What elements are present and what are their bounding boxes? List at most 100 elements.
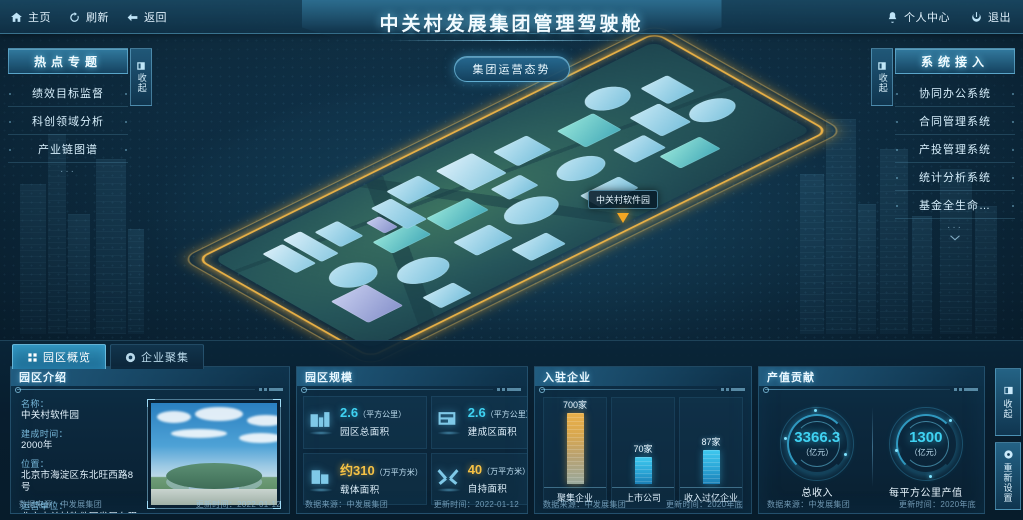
- gauge-dot: [948, 418, 952, 422]
- title-underline: [386, 40, 637, 41]
- bar-value-2: 87家: [701, 437, 721, 447]
- gauge-ring-outer: [780, 406, 855, 481]
- park-intro-value-location: 北京市海淀区东北旺西路8号: [21, 469, 134, 493]
- panel-collapse-icon: [1003, 386, 1013, 395]
- output-value-source: 数据来源：中发展集团: [767, 500, 850, 509]
- system-access-label-3: 统计分析系统: [919, 171, 991, 184]
- resident-enterprises-footer: 数据来源：中发展集团 更新时间：2020年底: [543, 499, 743, 510]
- metric-self-held-value-row: 40（万平方米）: [467, 461, 528, 477]
- bar-column-2[interactable]: 87家 收入过亿企业: [679, 397, 743, 509]
- gauge-dot: [844, 452, 848, 456]
- resident-enterprises-source: 数据来源：中发展集团: [543, 500, 626, 509]
- dashboard-collapse-button[interactable]: 收起: [995, 368, 1021, 436]
- header-title-banner: 中关村发展集团管理驾驶舱: [302, 0, 722, 44]
- park-intro-value-operator: 北京中关村软件园发展有限公司: [21, 512, 141, 514]
- hot-topics-more: ···: [60, 166, 76, 177]
- edge-button-group: 收起 重新设置: [995, 368, 1021, 510]
- system-access-item-3[interactable]: 统计分析系统: [895, 163, 1015, 191]
- map-marker[interactable]: 中关村软件园: [588, 190, 659, 223]
- park-photo-frame[interactable]: [147, 399, 281, 509]
- system-access-item-0[interactable]: 协同办公系统: [895, 79, 1015, 107]
- gauge-ring-outer: [888, 406, 963, 481]
- map-pin-icon: [617, 213, 629, 223]
- metric-carrier-area[interactable]: 约310（万平方米） 载体面积: [303, 452, 427, 505]
- metric-total-area-label: 园区总面积: [340, 427, 390, 439]
- system-access-collapse-label: 收起: [877, 73, 888, 93]
- system-access-title: 系统接入: [895, 48, 1015, 74]
- gauge-dot: [784, 436, 788, 440]
- photo-arena-roof: [166, 463, 262, 489]
- gauge-total-revenue[interactable]: 3366.3 （亿元） 总收入: [763, 396, 872, 509]
- app-header: 主页 刷新 返回 中关村发展集团管理驾驶舱 个人中心 退出: [0, 0, 1023, 41]
- park-intro-title: 园区介绍: [11, 367, 289, 386]
- park-intro-key-built: 建成时间：: [21, 428, 69, 439]
- area-icon: [307, 409, 335, 436]
- output-value-title: 产值贡献: [759, 367, 984, 386]
- hot-topic-item-2[interactable]: 产业链图谱: [8, 135, 128, 163]
- building-icon: [307, 466, 335, 492]
- park-scale-source: 数据来源：中发展集团: [305, 500, 388, 509]
- park-intro-source: 数据来源：中发展集团: [19, 500, 102, 509]
- output-value-rule: [759, 386, 984, 393]
- metric-carrier-area-value-row: 约310（万平方米）: [340, 463, 423, 478]
- bottom-dashboard: 园区概览 企业聚集 园区介绍 名称： 中关村软件园: [0, 340, 1023, 520]
- park-scale-updated: 更新时间：2022-01-12: [433, 500, 519, 509]
- refresh-icon: [70, 11, 79, 22]
- gauge-output-per-km[interactable]: 1300 （亿元） 每平方公里产值: [872, 396, 981, 509]
- metric-carrier-area-unit: （万平方米）: [374, 467, 423, 477]
- chevron-down-icon[interactable]: [949, 235, 961, 242]
- nav-refresh-button[interactable]: 刷新: [68, 9, 109, 25]
- park-scale-card: 园区规模 2.6（平方公里） 园区总面积: [296, 366, 528, 514]
- system-access-item-4[interactable]: 基金全生命…: [895, 191, 1015, 219]
- tab-park-overview[interactable]: 园区概览: [12, 344, 106, 369]
- park-intro-key-location: 位置：: [21, 458, 50, 469]
- tools-icon: [435, 466, 463, 492]
- system-access-label-1: 合同管理系统: [919, 115, 991, 128]
- user-center-button[interactable]: 个人中心: [886, 9, 950, 25]
- resident-enterprises-rule: [535, 386, 751, 393]
- nav-home-button[interactable]: 主页: [10, 9, 51, 25]
- system-access-item-2[interactable]: 产投管理系统: [895, 135, 1015, 163]
- hot-topic-item-1[interactable]: 科创领域分析: [8, 107, 128, 135]
- gauge-total-revenue-dial: 3366.3 （亿元）: [780, 406, 855, 481]
- metric-total-area[interactable]: 2.6（平方公里） 园区总面积: [303, 396, 427, 449]
- system-access-item-1[interactable]: 合同管理系统: [895, 107, 1015, 135]
- hot-topic-item-0[interactable]: 绩效目标监督: [8, 79, 128, 107]
- logout-button[interactable]: 退出: [970, 9, 1011, 25]
- map-viewport[interactable]: 中关村软件园: [130, 23, 890, 367]
- rule-dashes: [954, 388, 978, 391]
- gauge-ring-progress: [787, 413, 848, 474]
- output-value-card: 产值贡献 3366.3 （亿元）: [758, 366, 985, 514]
- bar-column-0[interactable]: 700家 聚集企业: [543, 397, 607, 509]
- nav-back-button[interactable]: 返回: [126, 9, 167, 25]
- metric-total-area-unit: （平方公里）: [358, 410, 407, 420]
- rule-dashes: [259, 388, 283, 391]
- park-intro-field-location: 位置： 北京市海淀区东北旺西路8号: [21, 457, 141, 494]
- metric-built-area[interactable]: 2.6（平方公里） 建成区面积: [430, 396, 527, 449]
- tab-enterprise-cluster[interactable]: 企业聚集: [110, 344, 204, 369]
- park-scale-rule: [297, 386, 527, 393]
- dashboard-reset-button[interactable]: 重新设置: [995, 442, 1021, 510]
- system-access-collapse-button[interactable]: 收起: [871, 48, 893, 106]
- metric-self-held-area[interactable]: 40（万平方米） 自持面积: [430, 452, 528, 505]
- power-icon: [972, 11, 981, 22]
- dashboard-reset-label: 重新设置: [1002, 463, 1013, 503]
- reset-icon: [1003, 450, 1013, 459]
- park-intro-card: 园区介绍 名称： 中关村软件园 建成时间： 2000年: [10, 366, 290, 514]
- park-intro-value-name: 中关村软件园: [21, 410, 80, 421]
- bell-icon: [888, 11, 897, 23]
- metric-built-area-value: 2.6: [467, 405, 486, 421]
- system-access-label-0: 协同办公系统: [919, 87, 991, 100]
- system-access-panel: 系统接入 收起 协同办公系统 合同管理系统 产投管理系统 统计分析系统 基金全生…: [871, 48, 1015, 242]
- photo-corner-bl: [147, 501, 155, 509]
- enterprise-bar-chart: 700家 聚集企业 70家 上市公司 87家 收入过亿企业: [535, 393, 751, 509]
- hot-topics-collapse-label: 收起: [136, 73, 147, 93]
- hot-topics-collapse-button[interactable]: 收起: [130, 48, 152, 106]
- system-access-more: ···: [947, 222, 963, 233]
- bar-column-1[interactable]: 70家 上市公司: [611, 397, 675, 509]
- nav-refresh-label: 刷新: [86, 12, 109, 24]
- group-operations-button[interactable]: 集团运营态势: [453, 56, 570, 82]
- metric-self-held-unit: （万平方米）: [482, 466, 528, 476]
- park-intro-field-built: 建成时间： 2000年: [21, 427, 141, 452]
- metric-self-held-value: 40: [467, 461, 483, 477]
